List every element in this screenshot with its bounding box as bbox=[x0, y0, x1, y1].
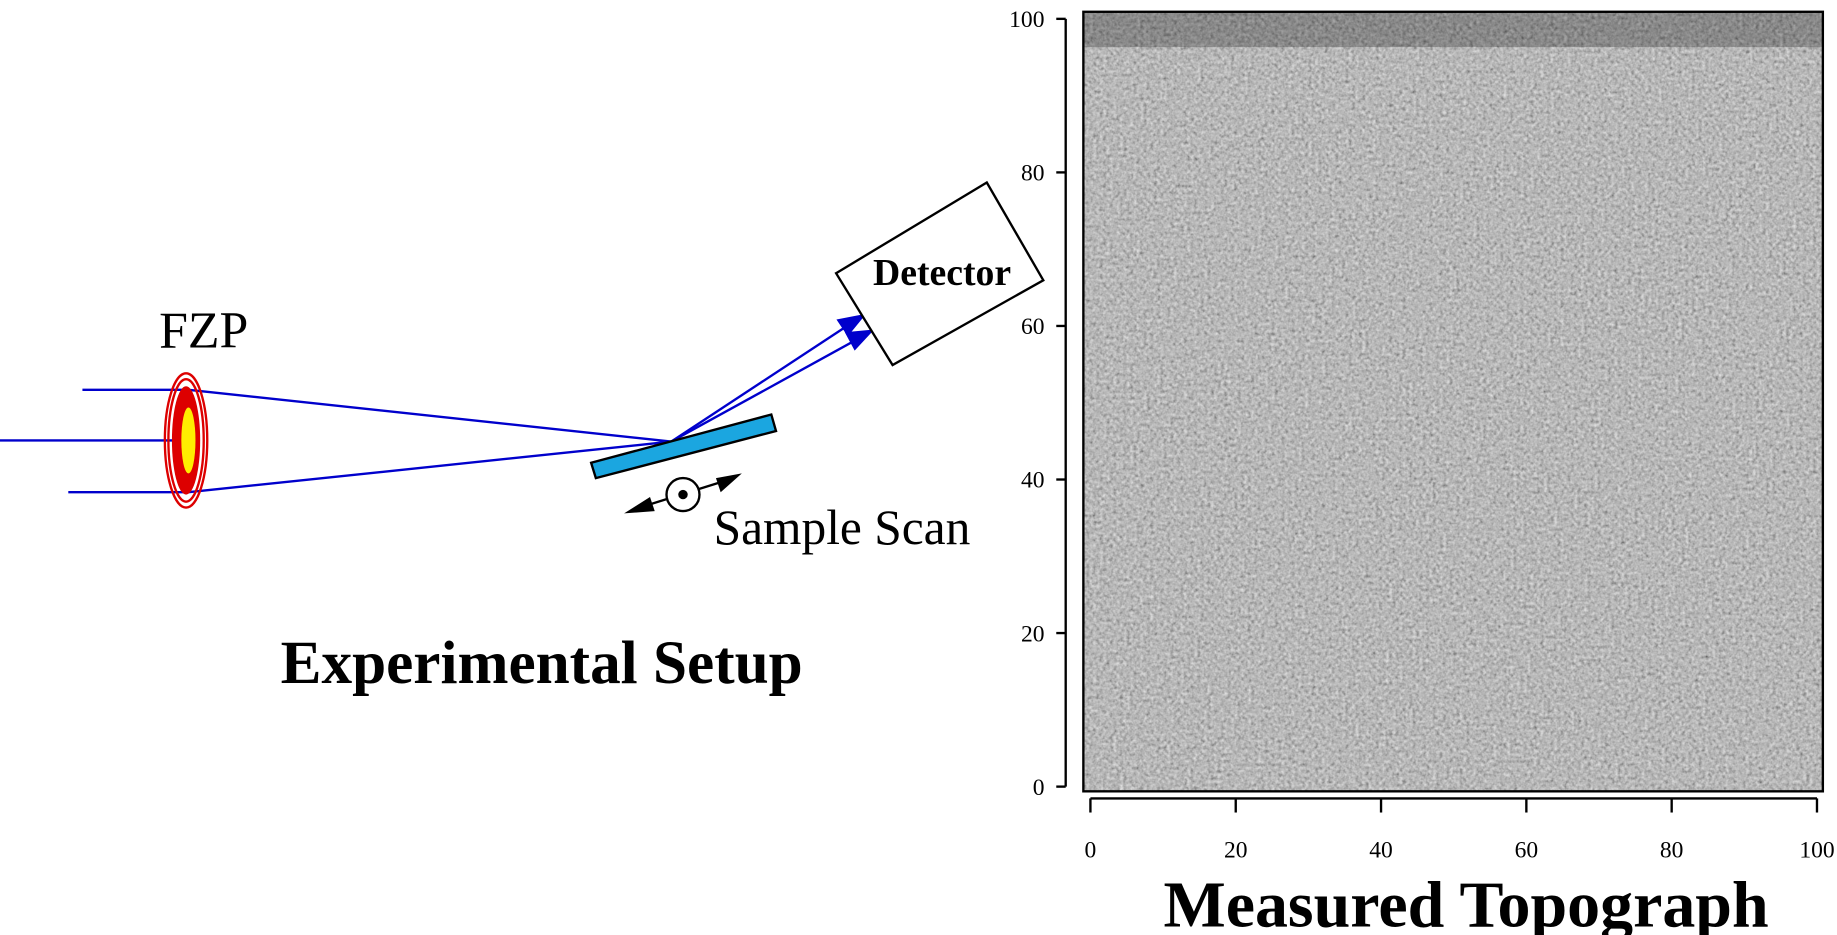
topograph-title: Measured Topograph bbox=[1163, 869, 1768, 935]
scan-arrow bbox=[624, 473, 742, 514]
x-tick-label: 0 bbox=[1085, 837, 1097, 863]
x-tick-label: 60 bbox=[1515, 837, 1539, 863]
y-tick-label: 20 bbox=[1021, 621, 1045, 647]
y-tick-label: 40 bbox=[1021, 468, 1045, 494]
y-tick-label: 0 bbox=[1033, 775, 1045, 801]
fzp-label: FZP bbox=[159, 302, 248, 359]
detector-label: Detector bbox=[873, 252, 1011, 294]
topograph-image bbox=[1083, 11, 1823, 792]
y-tick-label: 80 bbox=[1021, 161, 1045, 187]
image-frame bbox=[1082, 10, 1825, 793]
x-tick-label: 20 bbox=[1224, 837, 1248, 863]
x-tick-label: 40 bbox=[1369, 837, 1393, 863]
detector bbox=[834, 180, 1045, 367]
y-tick-label: 60 bbox=[1021, 314, 1045, 340]
setup-title: Experimental Setup bbox=[281, 629, 803, 697]
scan-label: Sample Scan bbox=[714, 500, 971, 555]
y-tick-label: 100 bbox=[1009, 7, 1044, 33]
sample bbox=[589, 413, 778, 480]
beams bbox=[0, 313, 875, 494]
x-tick-label: 80 bbox=[1660, 837, 1684, 863]
fzp-lens bbox=[163, 372, 209, 509]
image-band bbox=[1083, 11, 1823, 48]
x-tick-label: 100 bbox=[1799, 837, 1834, 863]
